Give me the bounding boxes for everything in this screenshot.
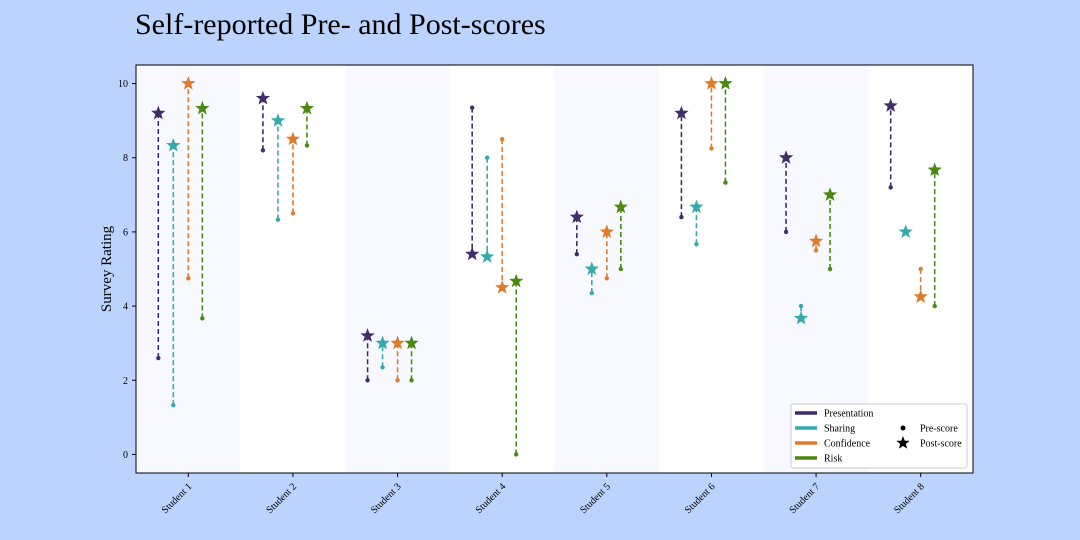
post-score-star [151,105,166,120]
legend-label: Confidence [824,439,871,450]
pre-score-point [513,452,519,457]
post-score-star [181,76,196,90]
post-score-star [584,261,599,276]
post-score-star [674,105,689,120]
pre-score-point [783,229,789,235]
pre-score-point [186,276,191,281]
y-tick-label: 6 [123,227,128,238]
pre-score-point [888,185,893,190]
post-score-star [195,100,210,115]
post-score-star [793,310,809,325]
post-score-star [255,90,271,105]
pre-score-point [798,303,804,309]
post-score-star [718,76,733,90]
post-score-star [480,249,495,263]
y-tick-label: 10 [118,79,128,90]
pre-score-point [469,105,475,110]
pre-score-point [171,402,176,408]
legend-pre-label: Pre-score [920,424,958,435]
pre-score-point [604,276,610,281]
post-score-star [898,224,913,238]
pre-score-point [275,217,281,222]
post-score-star [704,76,719,90]
y-axis-label: Survey Rating [99,225,115,312]
x-tick-label: Student 1 [160,481,195,516]
pre-score-point [409,378,414,383]
y-tick-label: 4 [123,302,128,313]
post-score-star [299,100,315,115]
legend-label: Risk [824,454,842,465]
pre-score-point [918,266,923,272]
chart-title: Self-reported Pre- and Post-scores [135,8,546,41]
post-score-star [822,187,838,201]
pre-score-point [200,316,205,321]
x-tick-label: Student 6 [683,481,718,516]
pre-score-point [618,266,624,272]
pre-score-point [574,251,580,257]
x-tick-label: Student 4 [474,481,509,516]
pre-score-point [589,290,595,296]
legend-box [790,403,968,469]
pre-score-point [932,303,937,309]
post-score-star [927,162,942,177]
legend-post-label: Post-score [920,439,962,450]
post-score-star [495,280,510,294]
pre-score-point [304,143,310,148]
column-band [345,65,450,473]
post-score-star [360,328,375,342]
y-tick-label: 2 [123,376,128,387]
pre-score-point [709,146,714,151]
pre-score-point [395,378,400,383]
pre-score-point [260,148,266,153]
pre-score-point [694,241,699,247]
post-score-star [913,289,928,303]
pre-score-point [156,355,161,361]
post-score-star [613,199,628,214]
post-score-star [404,335,419,350]
x-tick-label: Student 3 [369,481,404,516]
pre-score-point [827,266,833,272]
x-tick-label: Student 8 [892,481,927,516]
post-score-star [285,131,301,146]
plot-frame [135,64,974,474]
y-tick-label: 0 [123,450,128,461]
y-tick-label: 8 [123,153,128,164]
pre-score-point [380,365,385,370]
post-score-star [270,113,286,127]
x-tick-label: Student 7 [787,481,822,516]
pre-score-point [365,378,370,383]
post-score-star [599,224,614,238]
pre-score-point [499,136,505,142]
post-score-star [166,137,181,152]
pre-score-point [679,214,684,220]
post-score-star [390,335,405,350]
pre-score-point [484,155,490,160]
legend-label: Sharing [824,424,855,435]
pre-score-point [813,248,819,253]
legend-pre-marker [900,425,906,431]
post-score-star [569,209,584,224]
post-score-star [883,98,898,112]
post-score-star [778,150,794,164]
post-score-star [509,273,524,288]
legend-post-marker [896,436,910,449]
pre-score-point [723,180,728,185]
post-score-star [465,246,480,261]
post-score-star [375,335,390,350]
legend-label: Presentation [824,409,873,420]
post-score-star [808,233,824,248]
pre-score-point [290,211,296,216]
x-tick-label: Student 2 [264,481,299,516]
x-tick-label: Student 5 [578,481,613,516]
post-score-star [689,199,704,214]
